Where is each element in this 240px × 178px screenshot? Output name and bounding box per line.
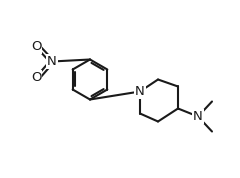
Text: O: O bbox=[31, 71, 41, 84]
Text: N: N bbox=[47, 55, 57, 68]
Text: O: O bbox=[31, 40, 41, 53]
Text: N: N bbox=[193, 110, 203, 123]
Text: N: N bbox=[135, 85, 145, 98]
